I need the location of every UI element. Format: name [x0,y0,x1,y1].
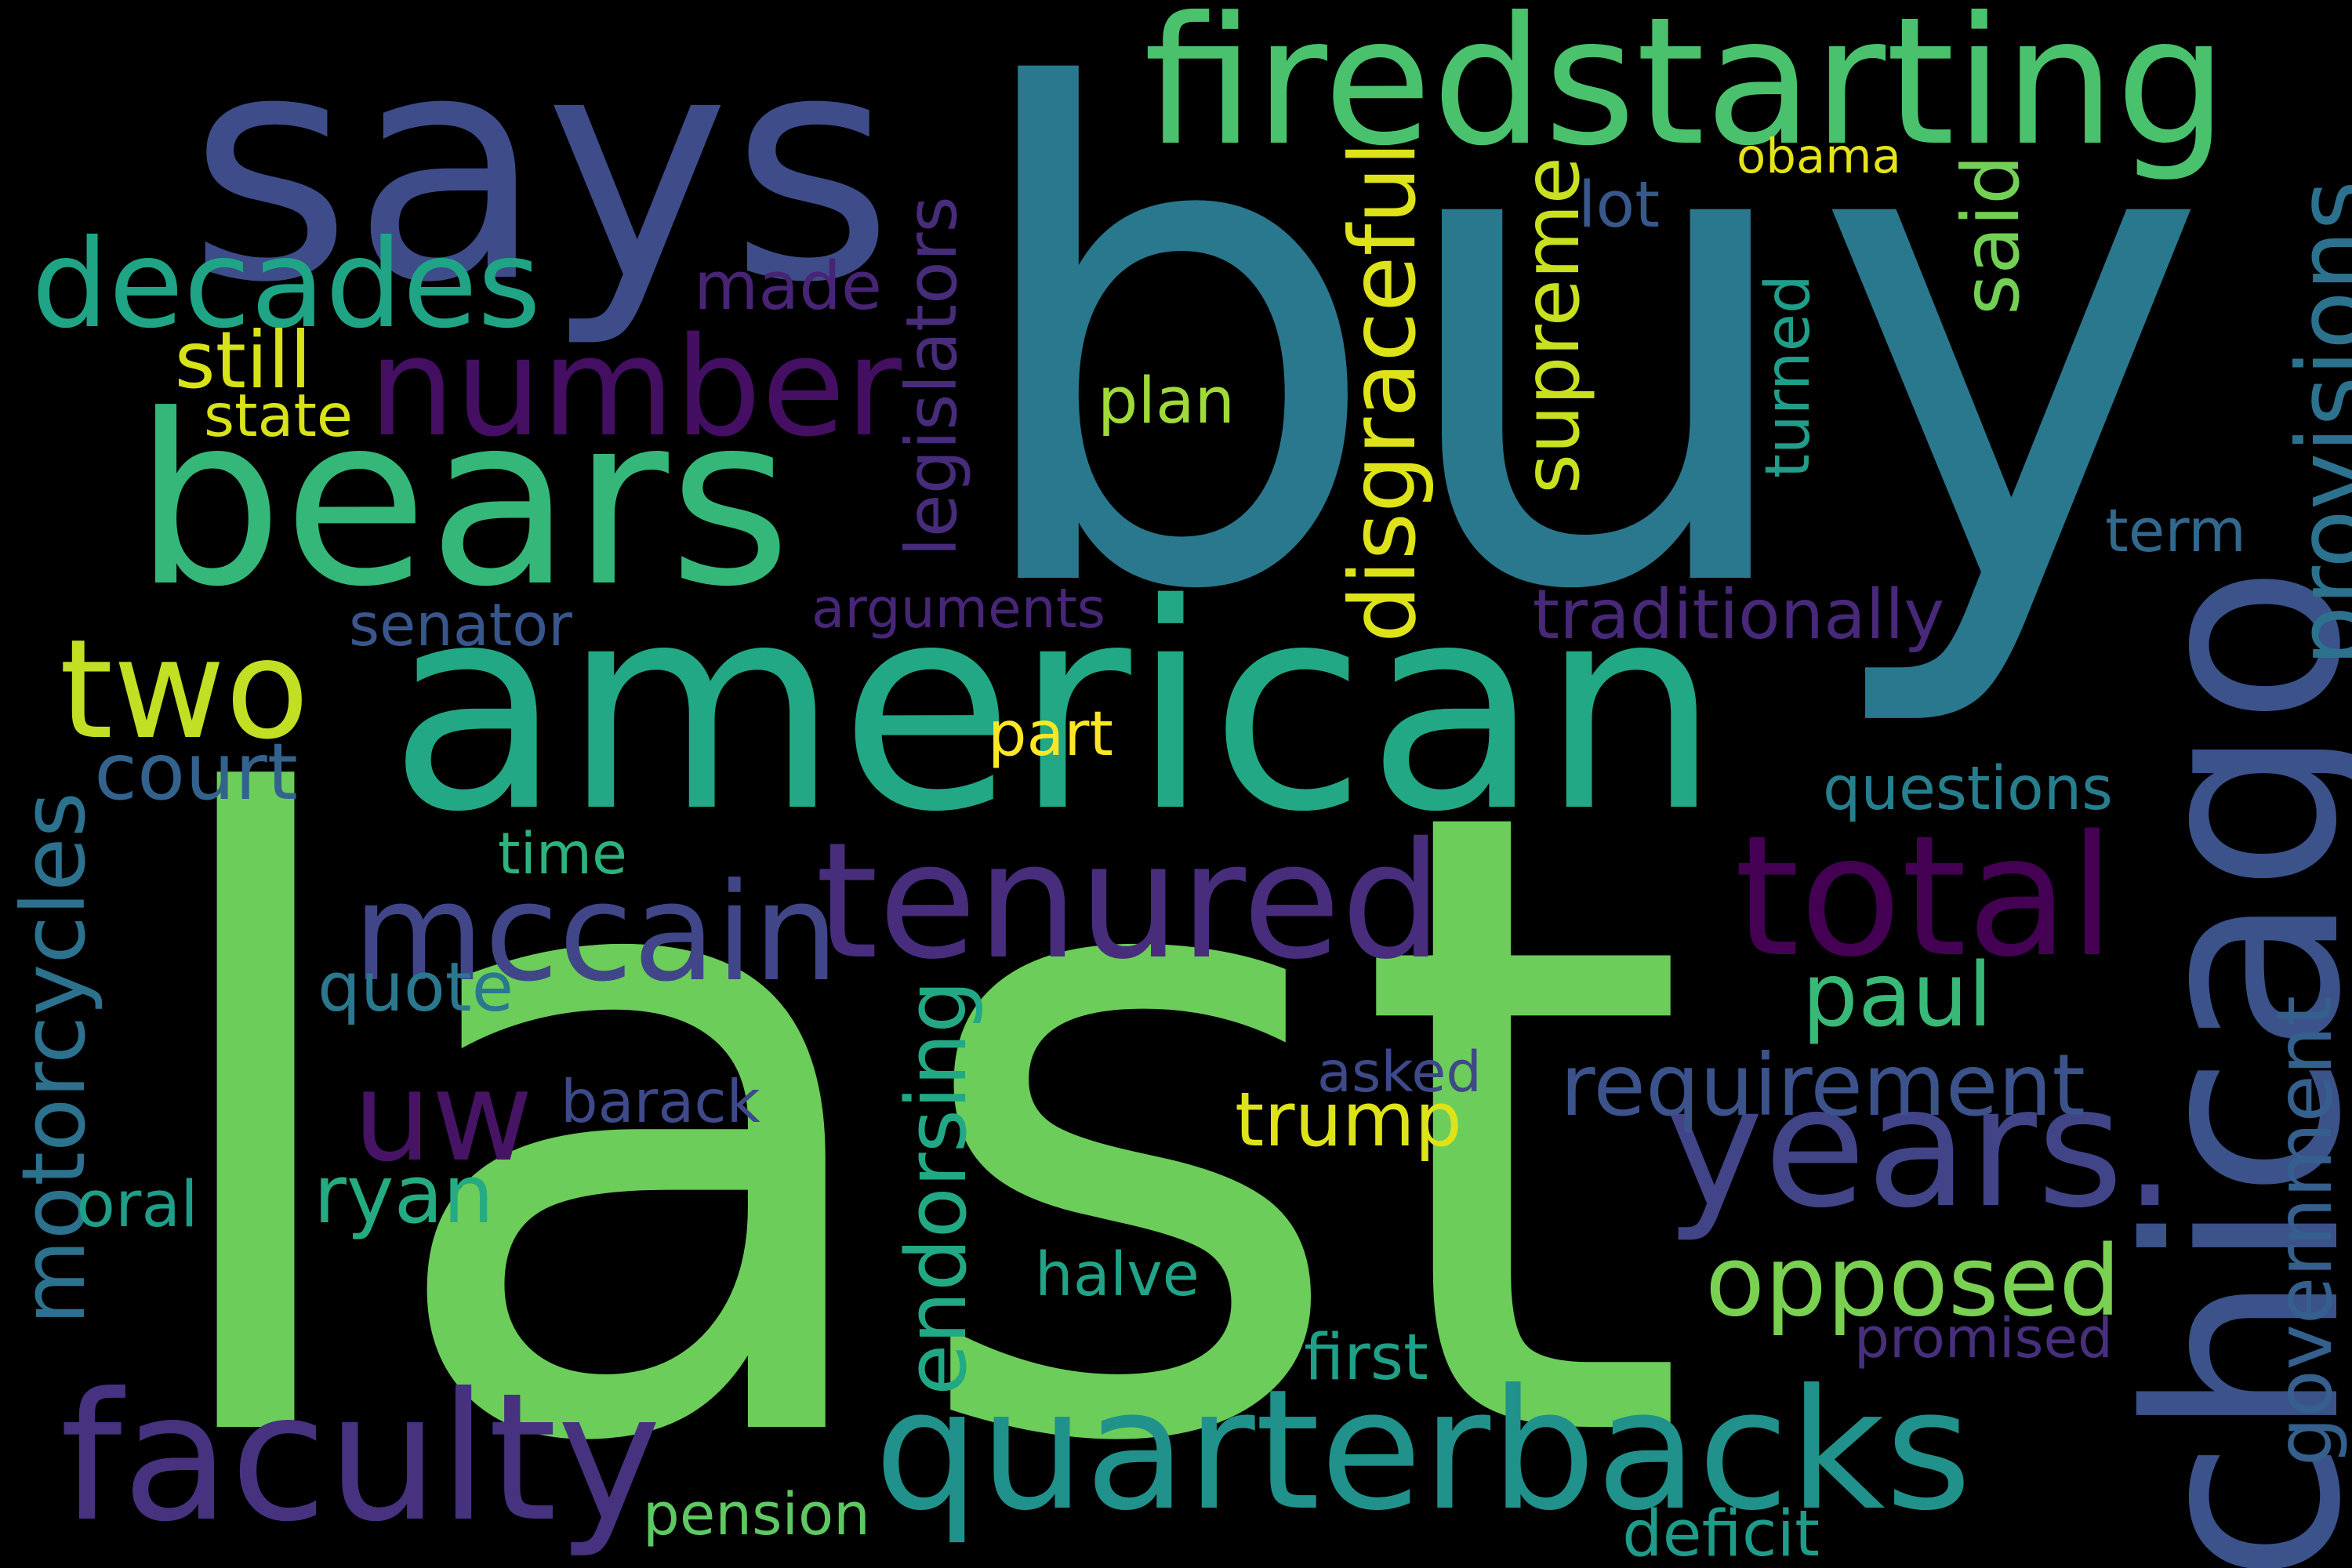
word-pension: pension [643,1480,870,1548]
word-government: government [2259,996,2350,1466]
word-opposed: opposed [1705,1225,2121,1338]
word-quote: quote [318,948,514,1027]
word-faculty: faculty [60,1355,662,1561]
word-mccain: mccain [353,853,839,1011]
word-said: said [1945,154,2037,316]
word-lot: lot [1577,168,1661,242]
word-deficit: deficit [1622,1497,1820,1568]
word-still: still [174,314,312,406]
word-two: two [59,610,310,770]
word-endorsing: endorsing [887,980,985,1396]
word-motorcycles: motorcycles [3,792,106,1325]
word-made: made [694,246,882,325]
word-senator: senator [349,590,572,659]
word-oral: oral [76,1167,198,1242]
word-buy: buy [956,0,2211,737]
word-questions: questions [1823,754,2113,825]
word-disgraceful: disgraceful [1330,141,1437,643]
word-firedstarting: firedstarting [1143,0,2228,185]
word-traditionally: traditionally [1532,575,1945,655]
word-bears: bears [133,365,792,638]
word-last: last [135,627,1692,1568]
word-asked: asked [1317,1038,1482,1105]
word-first: first [1304,1320,1428,1395]
word-provisions: provisions [2276,180,2352,666]
word-number: number [368,307,902,467]
word-decades: decades [31,212,541,355]
word-obama: obama [1737,128,1901,184]
word-uw: uw [353,1044,533,1189]
word-ryan: ryan [314,1148,494,1242]
word-total: total [1734,800,2115,994]
word-legislators: legislators [891,196,974,557]
word-promised: promised [1854,1305,2113,1371]
word-halve: halve [1035,1240,1200,1311]
word-arguments: arguments [811,577,1105,641]
word-american: american [388,543,1721,874]
word-term: term [2105,495,2246,565]
word-time: time [498,821,627,888]
word-years: years. [1664,1051,2177,1245]
word-turned: turned [1751,274,1824,478]
word-quarterbacks: quarterbacks [874,1353,1972,1548]
word-state: state [204,380,353,450]
word-requirement: requirement [1560,1035,2085,1135]
word-paul: paul [1802,943,1993,1047]
word-court: court [94,726,298,818]
word-says: says [188,0,894,351]
word-tenured: tenured [815,808,1443,995]
word-part: part [988,699,1113,771]
word-barack: barack [561,1066,760,1136]
word-trump: trump [1235,1077,1462,1164]
word-plan: plan [1098,364,1235,438]
